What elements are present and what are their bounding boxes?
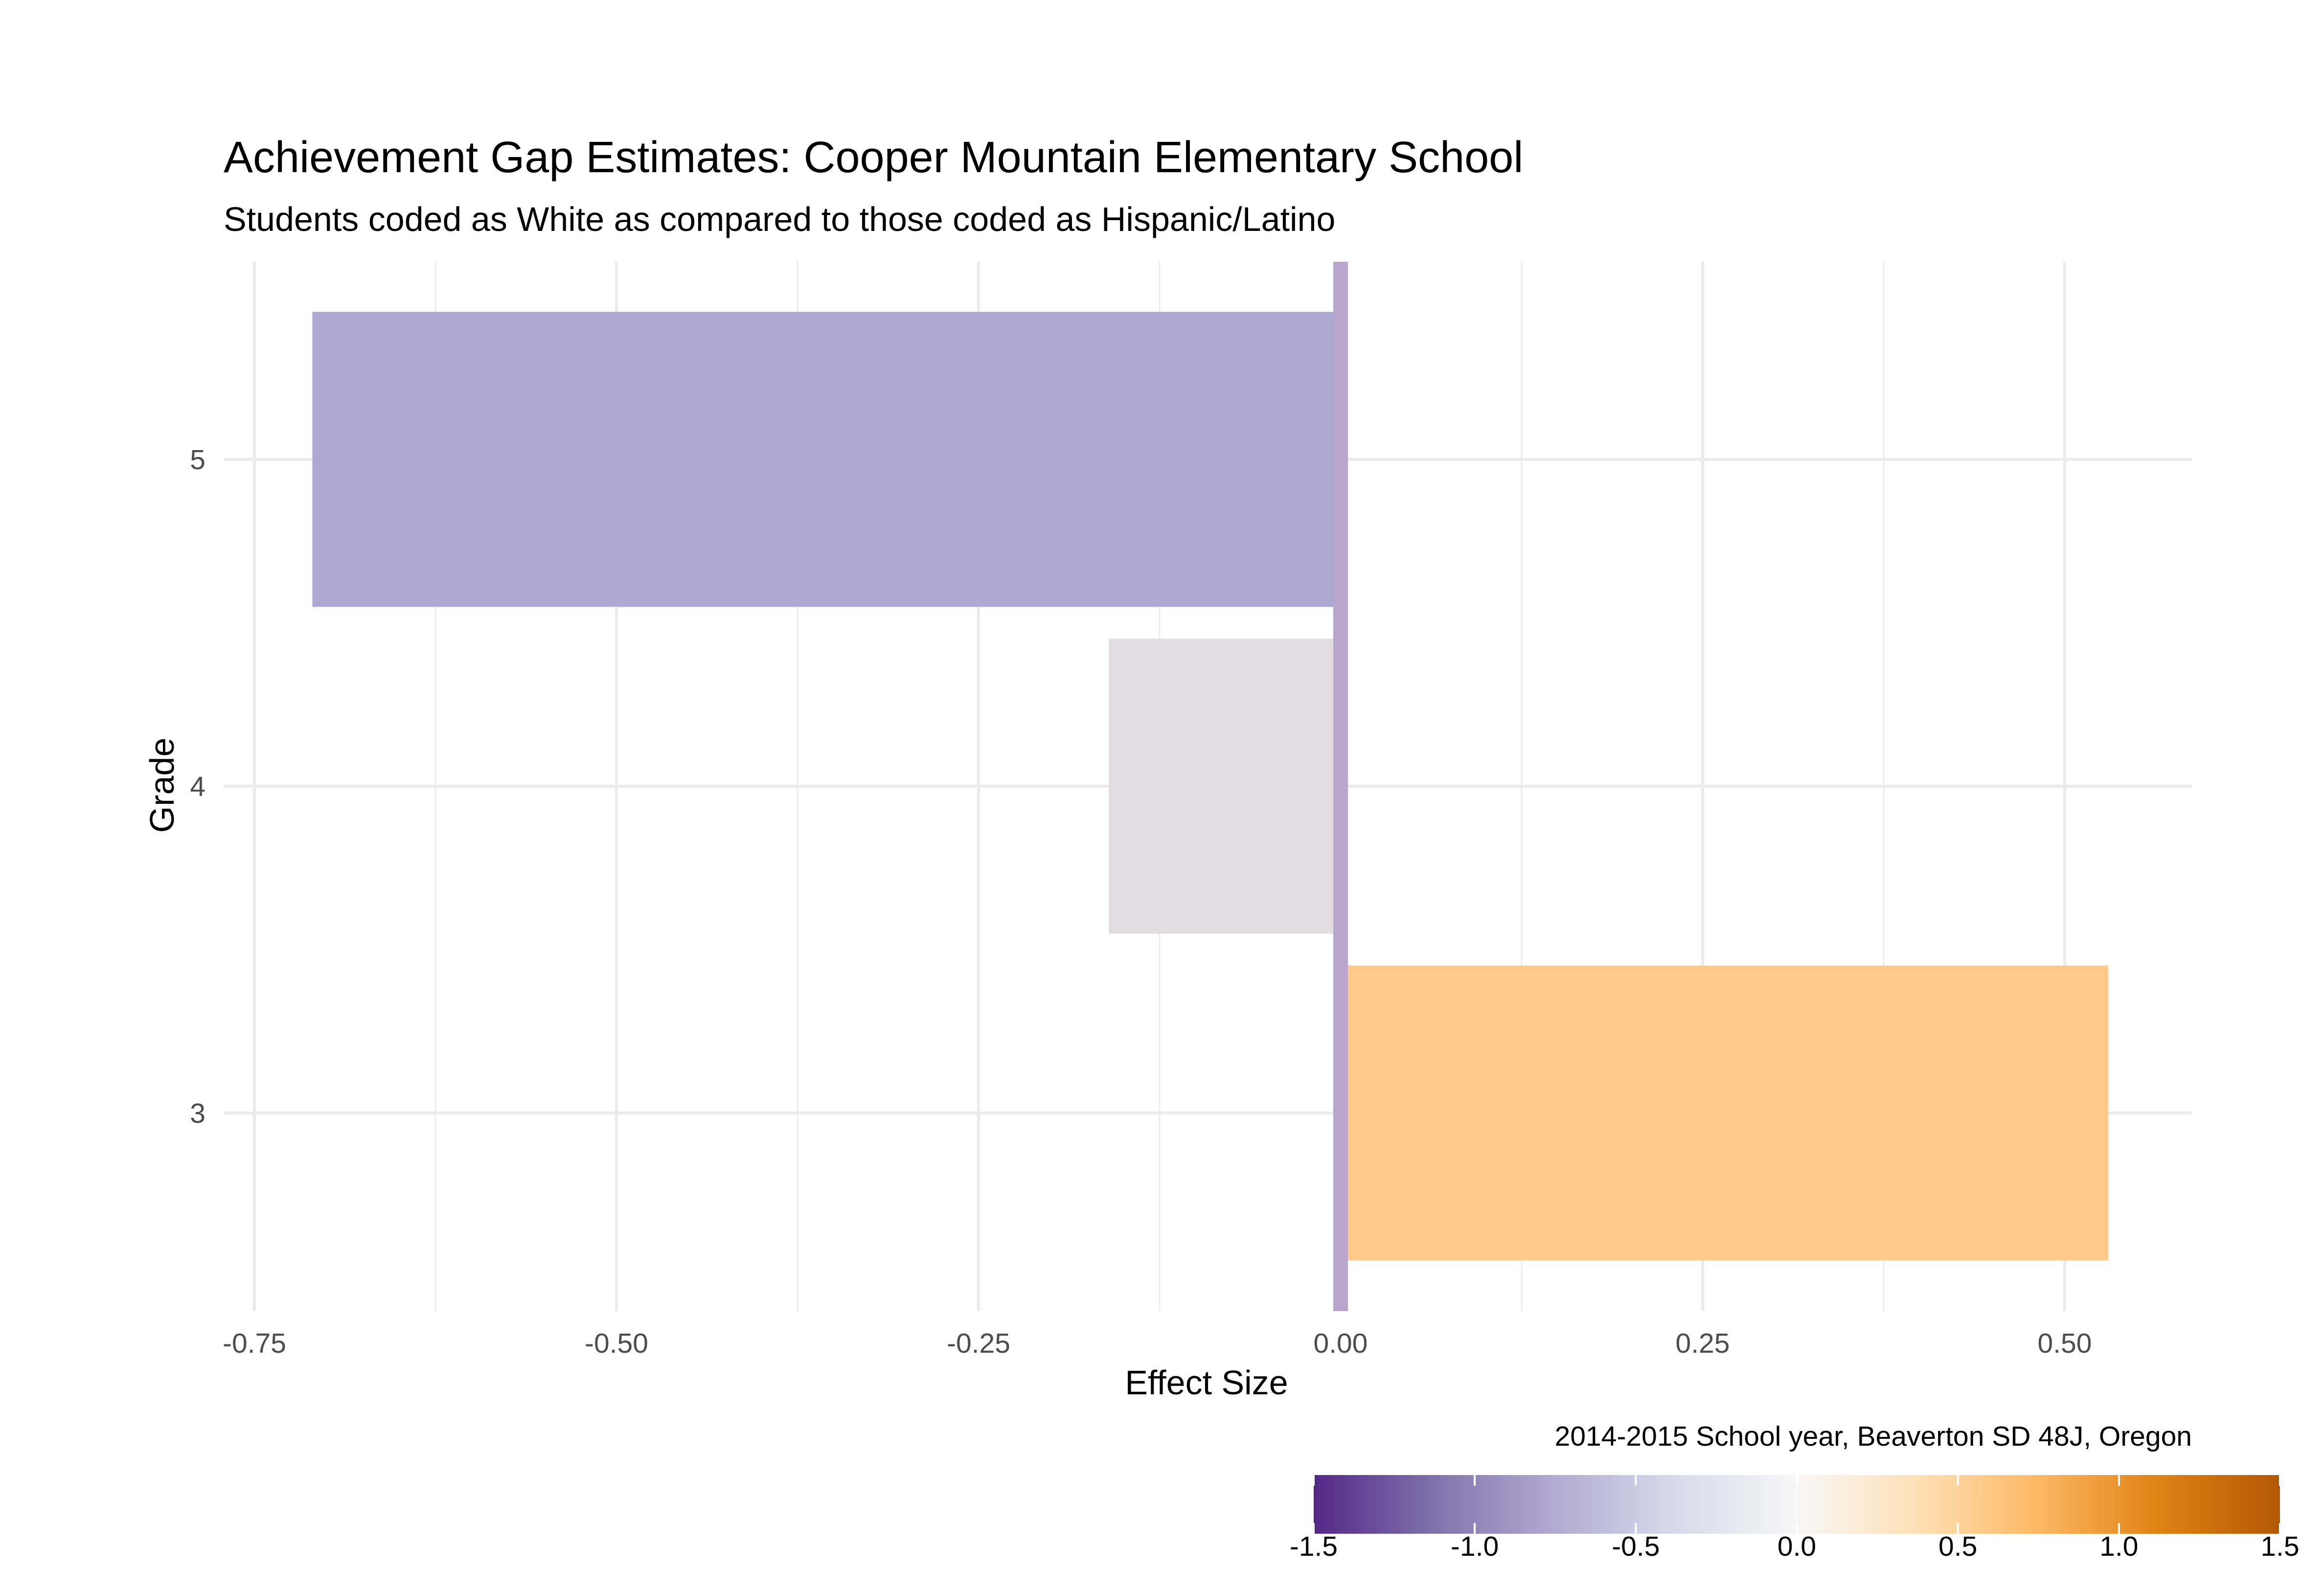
colorbar-label: 1.5 xyxy=(2260,1531,2299,1562)
x-tick-label: 0.00 xyxy=(1314,1328,1368,1359)
bar-grade-5 xyxy=(312,312,1341,607)
chart-title: Achievement Gap Estimates: Cooper Mounta… xyxy=(224,133,1523,182)
bar-grade-4 xyxy=(1109,638,1341,934)
colorbar-label: 1.0 xyxy=(2099,1531,2138,1562)
y-tick-label: 3 xyxy=(190,1098,205,1129)
color-legend: -1.5 -1.0 -0.5 0.0 0.5 1.0 1.5 xyxy=(1290,1475,2300,1562)
x-tick-label: -0.25 xyxy=(947,1328,1010,1359)
y-axis-ticks: 3 4 5 xyxy=(190,444,205,1129)
bars xyxy=(312,312,2108,1261)
chart-caption: 2014-2015 School year, Beaverton SD 48J,… xyxy=(1555,1421,2192,1452)
x-tick-label: -0.75 xyxy=(223,1328,286,1359)
colorbar-label: -0.5 xyxy=(1612,1531,1660,1562)
chart-subtitle: Students coded as White as compared to t… xyxy=(224,200,1335,238)
y-tick-label: 5 xyxy=(190,444,205,476)
x-axis-ticks: -0.75 -0.50 -0.25 0.00 0.25 0.50 xyxy=(223,1328,2092,1359)
x-tick-label: -0.50 xyxy=(585,1328,648,1359)
x-tick-label: 0.25 xyxy=(1676,1328,1730,1359)
colorbar-label: 0.5 xyxy=(1938,1531,1977,1562)
bar-grade-3 xyxy=(1341,965,2108,1261)
x-axis-title: Effect Size xyxy=(1125,1363,1288,1402)
colorbar-label: -1.0 xyxy=(1451,1531,1499,1562)
y-axis-title: Grade xyxy=(143,738,181,833)
y-tick-label: 4 xyxy=(190,771,205,802)
colorbar-label: -1.5 xyxy=(1290,1531,1338,1562)
x-tick-label: 0.50 xyxy=(2038,1328,2092,1359)
colorbar-label: 0.0 xyxy=(1777,1531,1816,1562)
